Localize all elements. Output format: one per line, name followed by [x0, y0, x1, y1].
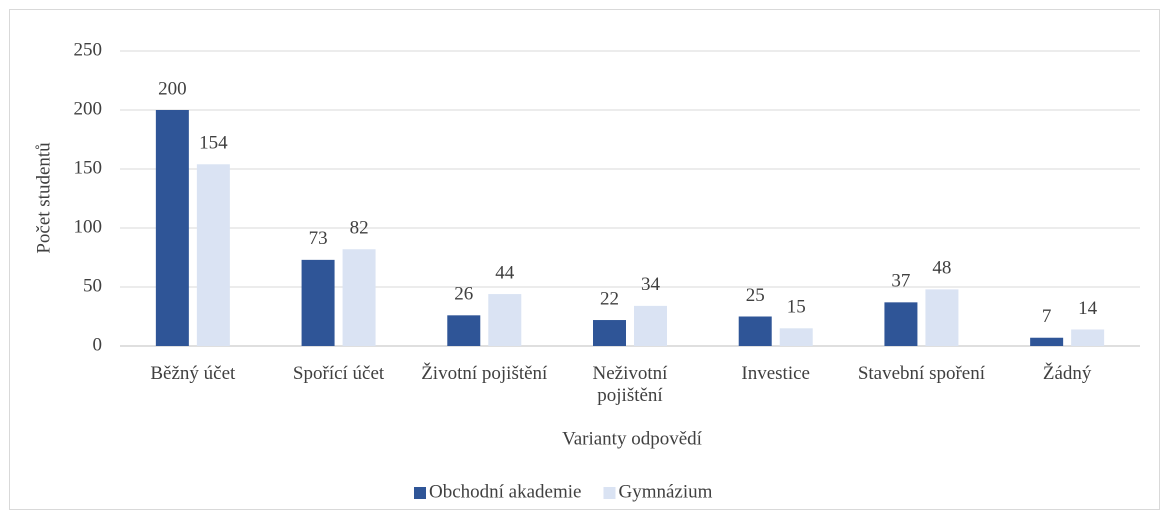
y-tick-label: 50 — [83, 275, 102, 296]
x-tick-label: Životní pojištění — [421, 363, 548, 384]
data-label: 44 — [495, 262, 515, 283]
y-axis-title: Počet studentů — [33, 142, 54, 254]
x-tick-label: Investice — [741, 363, 810, 384]
y-tick-label: 0 — [93, 334, 103, 355]
x-tick-label: Neživotní pojištění — [592, 363, 668, 406]
data-label: 25 — [746, 285, 765, 306]
legend-swatch — [603, 487, 616, 499]
x-tick-label: Stavební spoření — [857, 363, 986, 384]
legend-label: Gymnázium — [618, 481, 712, 502]
data-label: 82 — [350, 218, 369, 239]
y-tick-label: 200 — [74, 98, 103, 119]
bar — [488, 294, 522, 346]
data-label: 37 — [891, 271, 910, 292]
x-tick-label: Běžný účet — [150, 363, 236, 384]
data-label: 22 — [600, 288, 619, 309]
data-label: 7 — [1042, 306, 1052, 327]
bar — [738, 316, 772, 346]
bar — [155, 110, 189, 346]
bar — [779, 328, 813, 346]
y-tick-label: 250 — [74, 39, 103, 60]
legend-label: Obchodní akademie — [429, 481, 581, 502]
data-label: 15 — [787, 297, 806, 318]
x-tick-label: Žádný — [1042, 363, 1092, 384]
bar — [301, 259, 335, 346]
data-label: 26 — [454, 284, 473, 305]
x-tick-label: Spořící účet — [292, 363, 385, 384]
data-label: 48 — [932, 258, 951, 279]
data-label: 14 — [1078, 298, 1098, 319]
bar — [884, 302, 918, 346]
bar — [593, 320, 626, 346]
bar — [1030, 337, 1064, 346]
y-tick-label: 150 — [74, 157, 103, 178]
bar — [1071, 329, 1105, 346]
data-label: 154 — [199, 133, 228, 154]
data-label: 73 — [309, 228, 328, 249]
data-label: 200 — [158, 78, 187, 99]
bar — [447, 315, 481, 346]
legend-swatch — [414, 487, 426, 499]
y-tick-label: 100 — [74, 216, 103, 237]
bar — [342, 249, 376, 346]
x-axis-title: Varianty odpovědí — [562, 428, 703, 449]
data-label: 34 — [641, 274, 661, 295]
bar — [196, 164, 230, 346]
bar — [925, 289, 959, 346]
bar — [634, 305, 667, 346]
